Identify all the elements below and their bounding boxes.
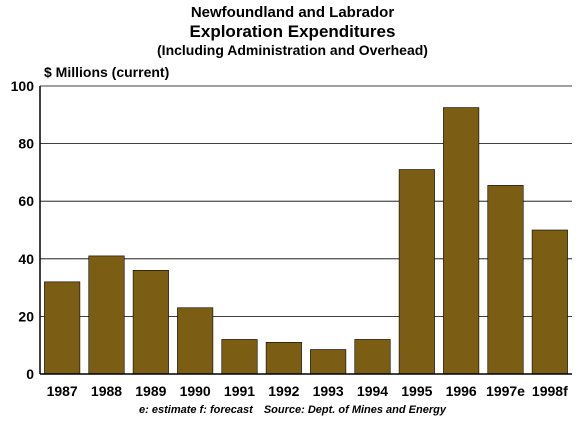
bar bbox=[132, 270, 169, 375]
chart-title-line2: Exploration Expenditures bbox=[189, 22, 396, 41]
y-tick-label: 80 bbox=[18, 136, 34, 152]
bar bbox=[177, 307, 214, 375]
x-tick-label: 1994 bbox=[357, 383, 388, 399]
x-tick-label: 1988 bbox=[91, 383, 122, 399]
x-tick-label: 1995 bbox=[401, 383, 432, 399]
y-tick-label: 20 bbox=[18, 308, 34, 324]
bar bbox=[487, 185, 524, 375]
bar bbox=[443, 107, 480, 375]
y-tick-label: 60 bbox=[18, 193, 34, 209]
chart-subtitle: (Including Administration and Overhead) bbox=[157, 42, 428, 58]
x-tick-label: 1993 bbox=[313, 383, 344, 399]
y-tick-label: 0 bbox=[26, 366, 34, 382]
y-tick-label: 40 bbox=[18, 251, 34, 267]
x-tick-label: 1998f bbox=[532, 383, 568, 399]
x-tick-label: 1992 bbox=[268, 383, 299, 399]
bar bbox=[44, 281, 81, 375]
bar bbox=[531, 229, 568, 375]
footnote-legend: e: estimate f: forecast bbox=[139, 404, 253, 416]
chart-title-block: Newfoundland and Labrador Exploration Ex… bbox=[0, 4, 585, 59]
bar bbox=[398, 169, 435, 375]
bar bbox=[354, 339, 391, 375]
bar bbox=[265, 342, 302, 375]
x-tick-label: 1991 bbox=[224, 383, 255, 399]
x-tick-label: 1997e bbox=[486, 383, 525, 399]
y-tick-label: 100 bbox=[11, 78, 35, 94]
chart-footnote: e: estimate f: forecast Source: Dept. of… bbox=[0, 404, 585, 416]
x-tick-label: 1990 bbox=[180, 383, 211, 399]
bar bbox=[310, 349, 347, 375]
x-tick-label: 1996 bbox=[446, 383, 477, 399]
bar bbox=[221, 339, 258, 375]
x-tick-label: 1987 bbox=[47, 383, 78, 399]
bar bbox=[88, 255, 125, 375]
x-tick-label: 1989 bbox=[135, 383, 166, 399]
chart-title-line1: Newfoundland and Labrador bbox=[190, 4, 395, 21]
y-axis-unit-label: $ Millions (current) bbox=[44, 64, 170, 80]
footnote-source: Source: Dept. of Mines and Energy bbox=[263, 404, 446, 416]
